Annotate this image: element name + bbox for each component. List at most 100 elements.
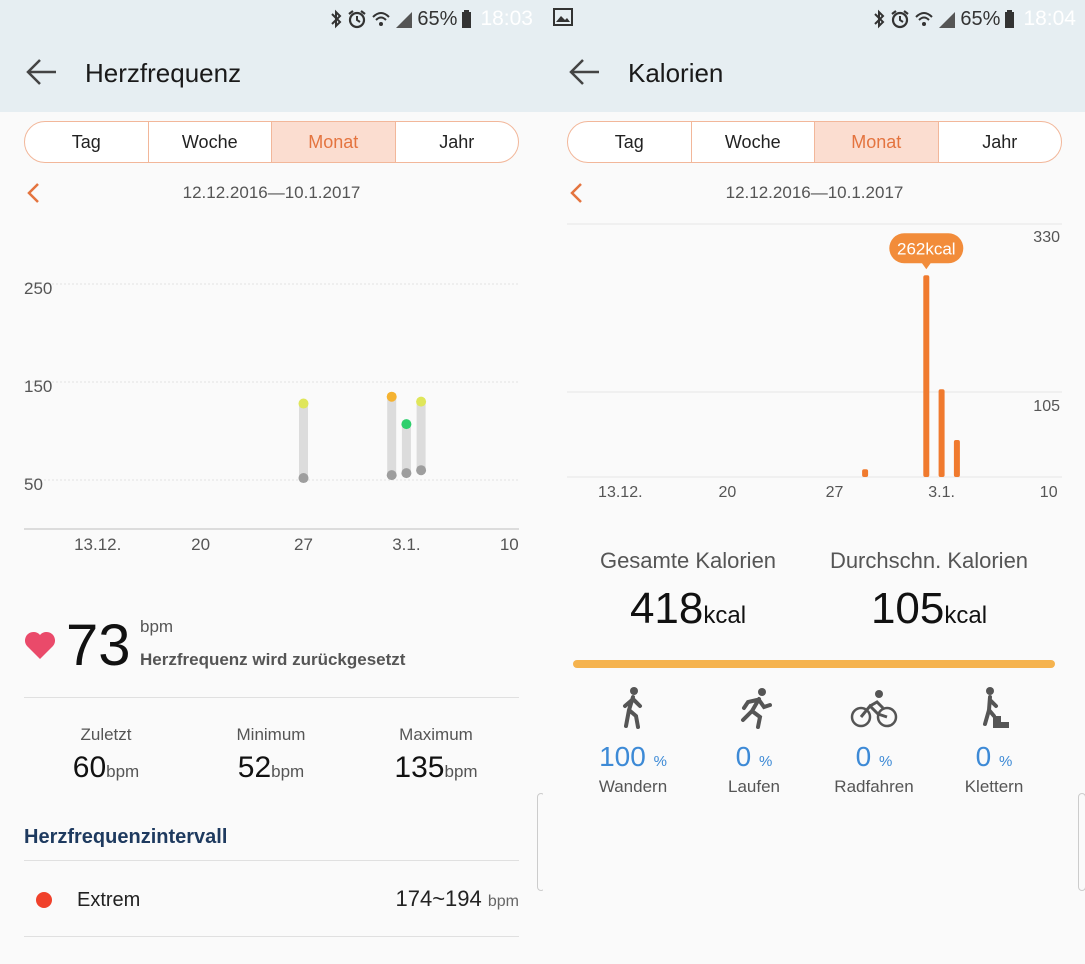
activity-cycling: 0 % Radfahren bbox=[814, 686, 934, 797]
signal-icon bbox=[396, 12, 413, 28]
x-tick-label: 10 bbox=[1040, 484, 1058, 501]
period-tabs: Tag Woche Monat Jahr bbox=[24, 121, 519, 163]
current-heart-rate: 73 bbox=[66, 613, 131, 678]
previous-period-icon[interactable] bbox=[26, 182, 42, 204]
activity-progress-bar bbox=[573, 660, 1055, 668]
tab-day[interactable]: Tag bbox=[25, 122, 149, 162]
running-icon bbox=[741, 688, 772, 729]
interval-row[interactable]: Extrem 174~194 bpm bbox=[24, 872, 519, 928]
tooltip-pointer bbox=[921, 262, 932, 270]
interval-range: 174~194 bpm bbox=[395, 886, 519, 911]
status-icons: 65% 18:04 bbox=[872, 6, 1076, 32]
activity-percent: 0 % bbox=[735, 741, 773, 772]
y-tick-label: 330 bbox=[1033, 229, 1060, 246]
activity-percent: 0 % bbox=[975, 741, 1013, 772]
alarm-icon bbox=[891, 10, 910, 29]
x-tick-label: 20 bbox=[191, 535, 210, 554]
calories-chart: 330 105 13.12. 20 27 3.1. 10 262kcal bbox=[567, 223, 1062, 501]
back-arrow-icon[interactable] bbox=[26, 57, 58, 87]
clock-time: 18:04 bbox=[1023, 7, 1076, 30]
reset-note: Herzfrequenz wird zurückgesetzt bbox=[140, 650, 406, 669]
divider bbox=[24, 936, 519, 937]
signal-icon bbox=[939, 12, 956, 28]
x-tick-label: 27 bbox=[826, 484, 844, 501]
average-value: 105kcal bbox=[870, 584, 988, 633]
max-dot bbox=[416, 396, 427, 407]
tooltip-bubble bbox=[889, 233, 964, 264]
activity-name: Laufen bbox=[728, 777, 780, 796]
activity-name: Klettern bbox=[964, 777, 1024, 796]
x-tick-label: 3.1. bbox=[928, 484, 955, 501]
tooltip-label: 262kcal bbox=[897, 239, 956, 258]
x-tick-label: 13.12. bbox=[74, 535, 121, 554]
heart-rate-screen: 65% 18:03 Herzfrequenz Tag Woche Monat J… bbox=[0, 0, 543, 937]
tab-month[interactable]: Monat bbox=[815, 122, 939, 162]
tab-week[interactable]: Woche bbox=[149, 122, 272, 162]
max-dot bbox=[298, 398, 309, 409]
status-bar: 65% 18:03 bbox=[0, 0, 543, 38]
bluetooth-icon bbox=[874, 9, 885, 29]
date-range: 12.12.2016—10.1.2017 bbox=[725, 183, 904, 202]
battery-icon bbox=[462, 10, 472, 28]
min-dot bbox=[401, 468, 412, 479]
divider bbox=[24, 860, 519, 861]
y-tick-label: 250 bbox=[24, 279, 52, 298]
x-tick-label: 3.1. bbox=[392, 535, 420, 554]
wifi-icon bbox=[915, 12, 934, 26]
activity-running: 0 % Laufen bbox=[694, 686, 814, 797]
average-label: Durchschn. Kalorien bbox=[829, 548, 1029, 573]
date-range: 12.12.2016—10.1.2017 bbox=[182, 183, 361, 202]
wifi-icon bbox=[372, 12, 391, 26]
status-icons: 65% 18:03 bbox=[329, 6, 533, 32]
back-arrow-icon[interactable] bbox=[569, 57, 601, 87]
stat-label: Zuletzt bbox=[80, 725, 132, 744]
stat-value: 60bpm bbox=[72, 751, 140, 784]
battery-percent: 65% bbox=[417, 7, 458, 30]
heart-icon bbox=[24, 631, 56, 659]
min-dot bbox=[298, 473, 309, 484]
stat-maximum: Maximum 135bpm bbox=[356, 725, 516, 785]
period-tabs: Tag Woche Monat Jahr bbox=[567, 121, 1062, 163]
heart-rate-chart: 250 150 50 13.12. 20 27 3.1. 10 bbox=[24, 279, 519, 554]
activity-name: Wandern bbox=[598, 777, 668, 796]
activity-walking: 100 % Wandern bbox=[573, 686, 693, 797]
edge-panel-handle[interactable] bbox=[537, 793, 543, 891]
y-tick-label: 150 bbox=[24, 377, 52, 396]
bluetooth-icon bbox=[331, 9, 342, 29]
interval-title: Herzfrequenzintervall bbox=[24, 826, 228, 848]
stat-label: Minimum bbox=[236, 725, 306, 744]
max-dot bbox=[386, 391, 397, 402]
app-header: 65% 18:03 Herzfrequenz bbox=[0, 0, 543, 112]
activity-climbing: 0 % Klettern bbox=[934, 686, 1054, 797]
max-dot bbox=[401, 419, 412, 430]
divider bbox=[24, 697, 519, 698]
battery-percent: 65% bbox=[960, 7, 1001, 30]
total-label: Gesamte Kalorien bbox=[599, 548, 777, 573]
tab-day[interactable]: Tag bbox=[568, 122, 692, 162]
calorie-bar bbox=[862, 469, 869, 477]
min-dot bbox=[416, 465, 427, 476]
calories-screen: 65% 18:04 Kalorien Tag Woche Monat Jahr … bbox=[543, 0, 1085, 964]
y-tick-label: 50 bbox=[24, 475, 43, 494]
average-calories: Durchschn. Kalorien 105kcal bbox=[813, 548, 1045, 634]
page-title: Herzfrequenz bbox=[85, 58, 242, 88]
alarm-icon bbox=[348, 10, 367, 29]
clock-time: 18:03 bbox=[480, 7, 533, 30]
stat-value: 135bpm bbox=[394, 751, 478, 784]
previous-period-icon[interactable] bbox=[569, 182, 585, 204]
x-tick-label: 10 bbox=[500, 535, 519, 554]
activity-percent: 0 % bbox=[855, 741, 893, 772]
stat-last: Zuletzt 60bpm bbox=[26, 725, 186, 785]
stat-minimum: Minimum 52bpm bbox=[191, 725, 351, 785]
calorie-bar bbox=[953, 440, 960, 477]
edge-panel-handle[interactable] bbox=[1078, 793, 1085, 891]
image-notification-icon bbox=[553, 8, 573, 26]
tab-month[interactable]: Monat bbox=[272, 122, 396, 162]
tab-year[interactable]: Jahr bbox=[982, 131, 1018, 152]
x-tick-label: 27 bbox=[294, 535, 313, 554]
cycling-icon bbox=[850, 690, 898, 728]
x-tick-label: 13.12. bbox=[598, 484, 642, 501]
status-bar: 65% 18:04 bbox=[543, 0, 1085, 38]
tab-week[interactable]: Woche bbox=[692, 122, 815, 162]
tab-year[interactable]: Jahr bbox=[439, 131, 475, 152]
